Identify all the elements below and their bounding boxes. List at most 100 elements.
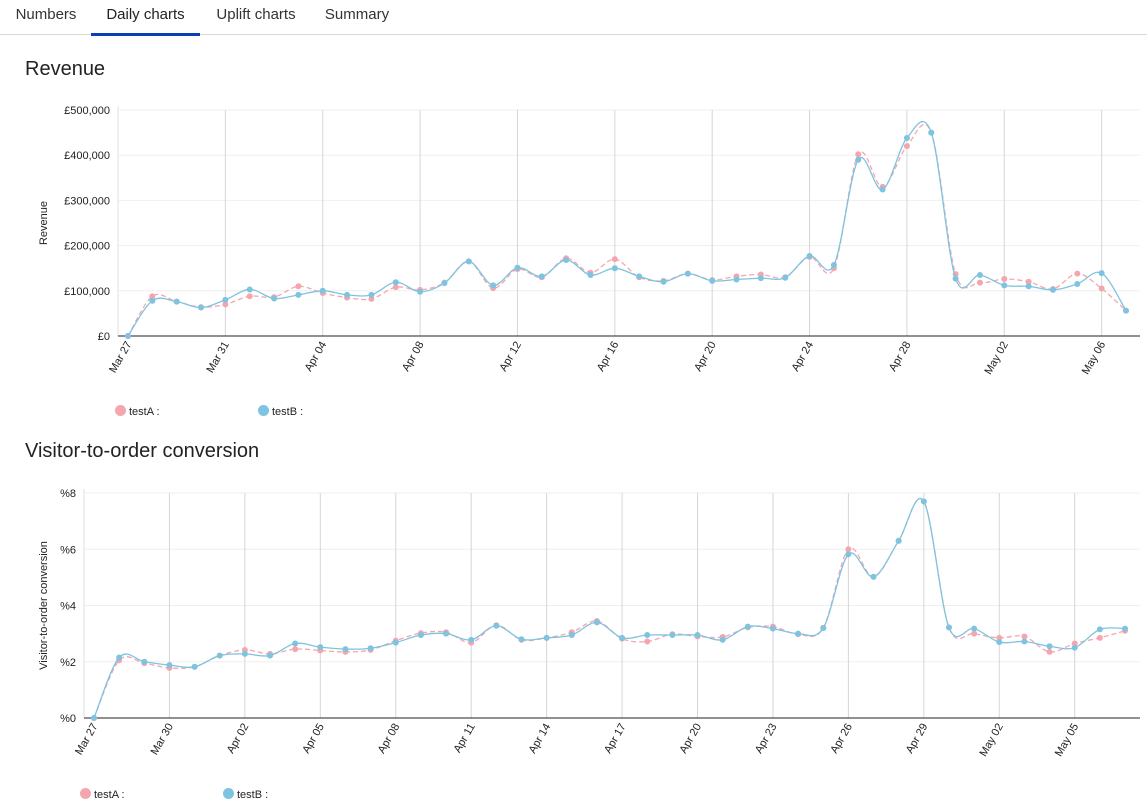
tab-daily-charts[interactable]: Daily charts (91, 0, 200, 36)
testB-point (709, 277, 716, 284)
conversion-legend-testB[interactable]: testB : (223, 788, 268, 801)
testB-point (216, 652, 223, 659)
x-tick-label: Apr 11 (452, 722, 478, 755)
x-tick-label: May 05 (1053, 722, 1081, 759)
testB-point (149, 297, 156, 304)
testB-point (271, 295, 278, 302)
testB-point (417, 632, 424, 639)
testB-point (855, 156, 862, 163)
testB-point (830, 262, 837, 269)
testB-point (782, 274, 789, 281)
testB-point (1021, 638, 1028, 645)
testA-point (976, 279, 983, 286)
testA-point (1098, 285, 1105, 292)
testB-point (191, 663, 198, 670)
testB-point (198, 304, 205, 311)
x-tick-label: Apr 29 (904, 722, 931, 756)
x-tick-label: Apr 20 (678, 722, 705, 756)
testA-point (611, 256, 618, 263)
testA-point (1001, 276, 1008, 283)
tab-summary[interactable]: Summary (324, 6, 390, 23)
testB-point (611, 265, 618, 272)
testB-point (173, 298, 180, 305)
testB-point (694, 632, 701, 639)
x-tick-label: Apr 05 (300, 722, 327, 756)
legend-dot-icon (258, 405, 269, 416)
testB-point (317, 644, 324, 651)
testB-point (1071, 644, 1078, 651)
testB-point (1049, 286, 1056, 293)
testB-point (367, 645, 374, 652)
testB-point (568, 632, 575, 639)
testB-point (971, 625, 978, 632)
tab-bar: Numbers Daily charts Uplift charts Summa… (0, 0, 1147, 36)
testA-point (292, 646, 299, 653)
testA-point (246, 293, 253, 300)
testB-point (319, 287, 326, 294)
testA-point (1074, 270, 1081, 277)
x-tick-label: Apr 17 (602, 722, 629, 756)
testB-point (920, 498, 927, 505)
testB-point (490, 282, 497, 289)
testB-point (1046, 643, 1053, 650)
testA-point (1021, 633, 1028, 640)
testB-point (684, 270, 691, 277)
revenue-chart-title: Revenue (25, 58, 106, 80)
testB-point (342, 646, 349, 653)
testB-point (443, 630, 450, 637)
testB-point (928, 129, 935, 136)
testB-point (141, 658, 148, 665)
x-tick-label: Apr 23 (753, 722, 780, 756)
testA-point (1096, 634, 1103, 641)
legend-label: testA : (129, 406, 160, 418)
testB-point (744, 623, 751, 630)
testB-point (1001, 282, 1008, 289)
legend-dot-icon (80, 788, 91, 799)
testA-point (1025, 278, 1032, 285)
testB-point (593, 619, 600, 626)
testB-point (1025, 283, 1032, 290)
tab-numbers[interactable]: Numbers (15, 6, 77, 23)
x-tick-label: Apr 14 (527, 722, 554, 756)
testA-point (996, 634, 1003, 641)
testB-point (820, 625, 827, 631)
testB-point (619, 634, 626, 641)
x-tick-label: May 02 (977, 722, 1005, 759)
testB-point (879, 186, 886, 193)
testB-point (669, 632, 676, 639)
testB-point (845, 551, 852, 558)
y-tick-label: %6 (60, 544, 76, 556)
tab-uplift-charts[interactable]: Uplift charts (216, 6, 296, 23)
testB-point (241, 650, 248, 657)
revenue-legend-testB[interactable]: testB : (258, 405, 303, 418)
testB-point (903, 135, 910, 142)
testA-point (644, 638, 651, 645)
testA-point (392, 284, 399, 291)
testB-point (267, 652, 274, 659)
testB-point (1123, 307, 1129, 314)
testA-series-line (93, 497, 1126, 719)
testB-point (806, 252, 813, 259)
testB-point (465, 258, 472, 265)
testB-point (660, 278, 667, 285)
testB-point (518, 636, 525, 643)
testB-point (952, 275, 959, 282)
testB-point (1098, 270, 1105, 277)
conversion-legend-testA[interactable]: testA : (80, 788, 125, 801)
testB-point (1096, 626, 1103, 633)
testB-point (392, 279, 399, 286)
y-tick-label: £0 (98, 331, 110, 343)
y-tick-label: £300,000 (64, 195, 110, 207)
x-tick-label: Apr 26 (828, 722, 855, 756)
y-axis-label: Revenue (38, 201, 50, 245)
testB-series-line (93, 497, 1126, 719)
revenue-chart: £0 £100,000 £200,000 £300,000 £400,000 £500,0… (38, 105, 1140, 377)
revenue-legend-testA[interactable]: testA : (115, 405, 160, 418)
testB-point (392, 639, 399, 646)
legend-label: testA : (94, 789, 125, 801)
testB-point (222, 296, 229, 303)
legend-dot-icon (115, 405, 126, 416)
y-tick-label: £500,000 (64, 105, 110, 117)
x-tick-label: Apr 08 (376, 722, 403, 756)
